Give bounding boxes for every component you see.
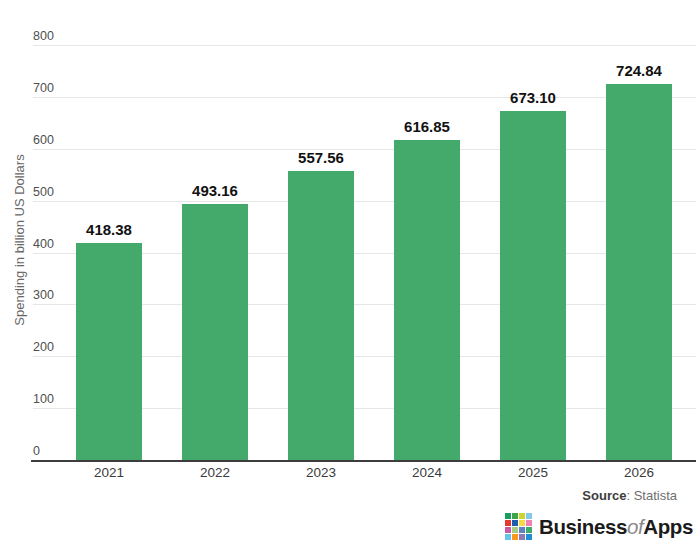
value-label-2025: 673.10: [480, 90, 586, 106]
logo-grid-square-6: [519, 520, 525, 526]
x-tick-label-2021: 2021: [56, 465, 162, 480]
logo-grid-square-8: [505, 527, 511, 533]
x-tick-label-2022: 2022: [162, 465, 268, 480]
x-axis-line: [31, 460, 696, 462]
bar-2021: [76, 243, 142, 460]
y-tick-label-700: 700: [33, 81, 54, 96]
logo-grid-square-7: [526, 520, 532, 526]
logo-grid-square-15: [526, 534, 532, 540]
bar-2025: [500, 111, 566, 460]
source-separator: :: [626, 488, 633, 503]
value-label-2023: 557.56: [268, 150, 374, 166]
x-tick-label-2025: 2025: [480, 465, 586, 480]
y-tick-label-600: 600: [33, 133, 54, 148]
plot-area: 0 100 200 300 400 500 600 700 800 418.38 2021 493.1…: [33, 0, 696, 560]
source-note: Source: Statista: [582, 488, 677, 503]
gridline-700: [33, 97, 696, 98]
gridline-500: [33, 201, 696, 202]
bar-2026: [606, 84, 672, 460]
logo-grid-icon: [505, 513, 532, 540]
y-axis-title: Spending in billion US Dollars: [12, 154, 27, 325]
y-tick-label-200: 200: [33, 340, 54, 355]
logo-text-of: of: [627, 515, 643, 538]
y-tick-label-400: 400: [33, 237, 54, 252]
bar-2024: [394, 140, 460, 460]
y-tick-label-100: 100: [33, 392, 54, 407]
logo-grid-square-9: [512, 527, 518, 533]
logo-grid-square-11: [526, 527, 532, 533]
value-label-2022: 493.16: [162, 183, 268, 199]
x-tick-label-2023: 2023: [268, 465, 374, 480]
logo-grid-square-4: [505, 520, 511, 526]
value-label-2021: 418.38: [56, 222, 162, 238]
bar-2023: [288, 171, 354, 460]
value-label-2024: 616.85: [374, 119, 480, 135]
logo-text-business: Business: [539, 515, 627, 538]
logo-text-apps: Apps: [643, 515, 693, 538]
source-value: Statista: [634, 488, 677, 503]
logo-grid-square-10: [519, 527, 525, 533]
gridline-800: [33, 45, 696, 46]
logo-grid-square-5: [512, 520, 518, 526]
bar-2022: [182, 204, 248, 460]
y-tick-label-300: 300: [33, 288, 54, 303]
x-tick-label-2026: 2026: [586, 465, 692, 480]
x-tick-label-2024: 2024: [374, 465, 480, 480]
logo-text: BusinessofApps: [539, 515, 693, 539]
y-tick-label-0: 0: [33, 444, 40, 459]
logo-grid-square-14: [519, 534, 525, 540]
logo-grid-square-13: [512, 534, 518, 540]
bar-chart: Spending in billion US Dollars 0 100 200 30…: [0, 0, 700, 560]
y-tick-label-800: 800: [33, 29, 54, 44]
logo-grid-square-2: [519, 513, 525, 519]
value-label-2026: 724.84: [586, 63, 692, 79]
logo-grid-square-12: [505, 534, 511, 540]
businessofapps-logo[interactable]: BusinessofApps: [505, 513, 693, 540]
logo-grid-square-0: [505, 513, 511, 519]
y-tick-label-500: 500: [33, 185, 54, 200]
source-label: Source: [582, 488, 626, 503]
logo-grid-square-3: [526, 513, 532, 519]
logo-grid-square-1: [512, 513, 518, 519]
